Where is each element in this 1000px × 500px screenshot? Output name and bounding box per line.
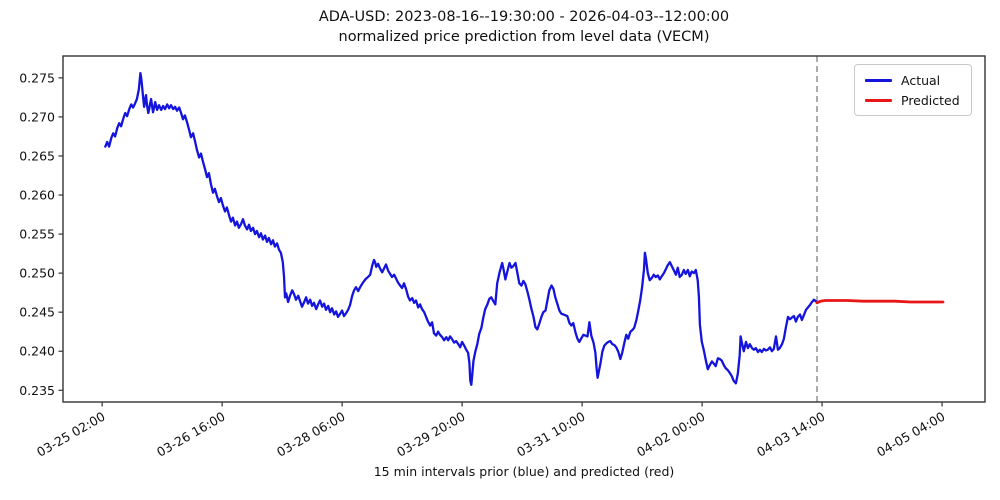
y-tick-label: 0.255 xyxy=(19,227,55,242)
x-axis-label: 15 min intervals prior (blue) and predic… xyxy=(373,464,675,479)
y-tick-label: 0.265 xyxy=(19,148,55,163)
x-tick-label: 03-28 06:00 xyxy=(274,409,348,460)
x-tick-label: 03-25 02:00 xyxy=(34,409,108,460)
y-tick-label: 0.245 xyxy=(19,305,55,320)
chart-title-line1: ADA-USD: 2023-08-16--19:30:00 - 2026-04-… xyxy=(318,9,730,25)
x-tick-label: 04-02 00:00 xyxy=(634,409,708,460)
plot-frame xyxy=(62,55,986,403)
y-tick-label: 0.275 xyxy=(19,70,55,85)
predicted-line xyxy=(815,299,945,305)
chart-title: ADA-USD: 2023-08-16--19:30:00 - 2026-04-… xyxy=(63,7,985,47)
y-tick-label: 0.260 xyxy=(19,188,55,203)
y-tick-label: 0.250 xyxy=(19,266,55,281)
x-tick-label: 04-05 04:00 xyxy=(874,409,948,460)
actual-line xyxy=(104,72,819,386)
y-tick-label: 0.235 xyxy=(19,383,55,398)
y-tick-label: 0.240 xyxy=(19,344,55,359)
x-tick-label: 03-31 10:00 xyxy=(514,409,588,460)
actual-line-swatch xyxy=(865,78,892,82)
legend-row-predicted: Predicted xyxy=(865,90,961,110)
y-tick-label: 0.270 xyxy=(19,109,55,124)
x-tick-label: 04-03 14:00 xyxy=(754,409,828,460)
chart-title-line2: normalized price prediction from level d… xyxy=(338,29,710,45)
legend-row-actual: Actual xyxy=(865,70,961,90)
legend-label-actual: Actual xyxy=(901,72,941,88)
x-tick-label: 03-26 16:00 xyxy=(154,409,228,460)
legend-label-predicted: Predicted xyxy=(901,92,960,108)
legend: Actual Predicted xyxy=(854,64,972,116)
x-tick-label: 03-29 20:00 xyxy=(394,409,468,460)
predicted-line-swatch xyxy=(865,98,892,102)
